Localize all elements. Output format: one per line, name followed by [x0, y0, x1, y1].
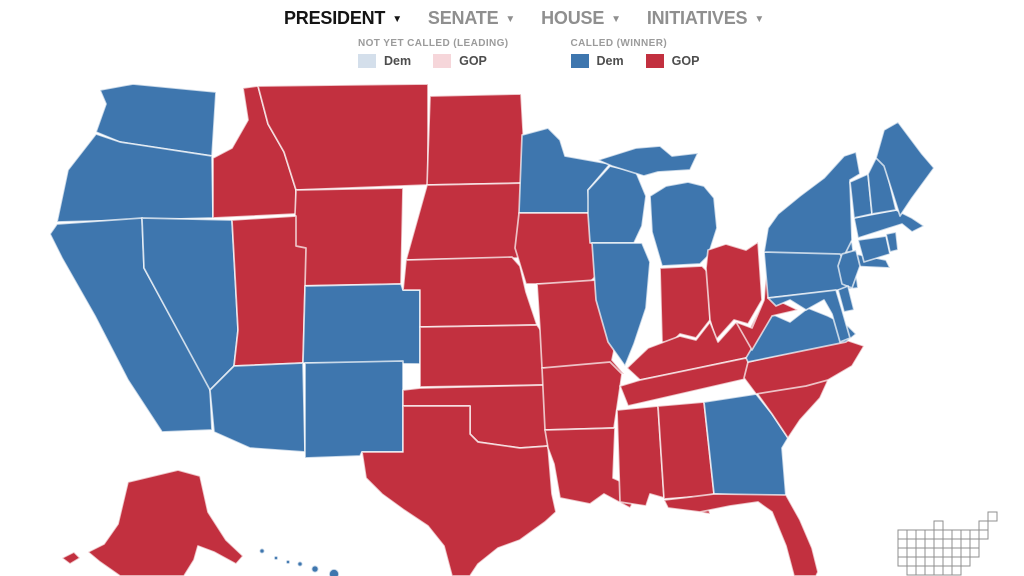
state-ME[interactable]	[875, 121, 935, 217]
tab-initiatives[interactable]: INITIATIVES ▼	[647, 8, 764, 29]
state-NY[interactable]	[763, 151, 891, 269]
state-MD[interactable]	[767, 289, 851, 343]
called-gop-swatch	[645, 54, 664, 68]
leading-dem-label: Dem	[384, 54, 412, 68]
state-NC[interactable]	[743, 339, 865, 395]
chevron-down-icon: ▼	[392, 13, 402, 25]
chevron-down-icon: ▼	[505, 13, 516, 25]
state-AR[interactable]	[541, 361, 623, 431]
map-legend: NOT YET CALLED (LEADING) Dem GOP CALLED …	[358, 38, 713, 68]
state-AZ[interactable]	[209, 362, 306, 453]
us-states-map	[49, 83, 998, 576]
state-WY[interactable]	[291, 187, 404, 287]
state-NJ[interactable]	[837, 249, 861, 289]
state-RI[interactable]	[885, 231, 899, 253]
tab-initiatives-label: INITIATIVES	[646, 8, 748, 28]
legend-title: CALLED (WINNER)	[570, 38, 668, 49]
state-IL[interactable]	[591, 242, 651, 367]
state-TX[interactable]	[361, 405, 557, 576]
leading-gop-label: GOP	[459, 54, 487, 68]
legend-title: NOT YET CALLED (LEADING)	[358, 38, 509, 49]
called-dem-swatch	[570, 54, 589, 68]
leading-gop-swatch	[433, 54, 452, 68]
state-HI[interactable]	[258, 547, 340, 576]
state-UT[interactable]	[231, 215, 307, 367]
state-ND[interactable]	[426, 93, 527, 186]
state-LA[interactable]	[544, 427, 637, 509]
cartogram-view-toggle-icon[interactable]	[897, 511, 998, 576]
legend-not-yet-called: NOT YET CALLED (LEADING) Dem GOP	[358, 38, 509, 68]
tab-house-label: HOUSE	[541, 8, 605, 28]
tab-president[interactable]: PRESIDENT ▼	[284, 8, 402, 29]
state-NE[interactable]	[402, 256, 538, 328]
state-WA[interactable]	[95, 83, 217, 157]
state-CT[interactable]	[857, 235, 891, 263]
contest-nav: PRESIDENT ▼ SENATE ▼ HOUSE ▼ INITIATIVES…	[284, 8, 764, 29]
state-FL[interactable]	[663, 493, 819, 576]
tab-house[interactable]: HOUSE ▼	[541, 8, 621, 29]
state-KS[interactable]	[419, 324, 546, 388]
state-DE[interactable]	[837, 285, 855, 313]
state-MS[interactable]	[616, 405, 665, 507]
chevron-down-icon: ▼	[611, 13, 621, 25]
leading-dem-swatch	[358, 54, 376, 68]
tab-senate-label: SENATE	[427, 8, 499, 28]
state-NM[interactable]	[304, 360, 404, 459]
called-dem-label: Dem	[596, 54, 624, 68]
tab-president-label: PRESIDENT	[284, 8, 386, 28]
state-SD[interactable]	[405, 182, 527, 261]
called-gop-label: GOP	[671, 54, 700, 68]
legend-called: CALLED (WINNER) Dem GOP	[570, 38, 714, 68]
chevron-down-icon: ▼	[754, 13, 765, 25]
state-AK[interactable]	[61, 469, 244, 576]
state-CO[interactable]	[302, 283, 421, 365]
state-MI[interactable]	[597, 145, 718, 267]
tab-senate[interactable]: SENATE ▼	[428, 8, 515, 29]
